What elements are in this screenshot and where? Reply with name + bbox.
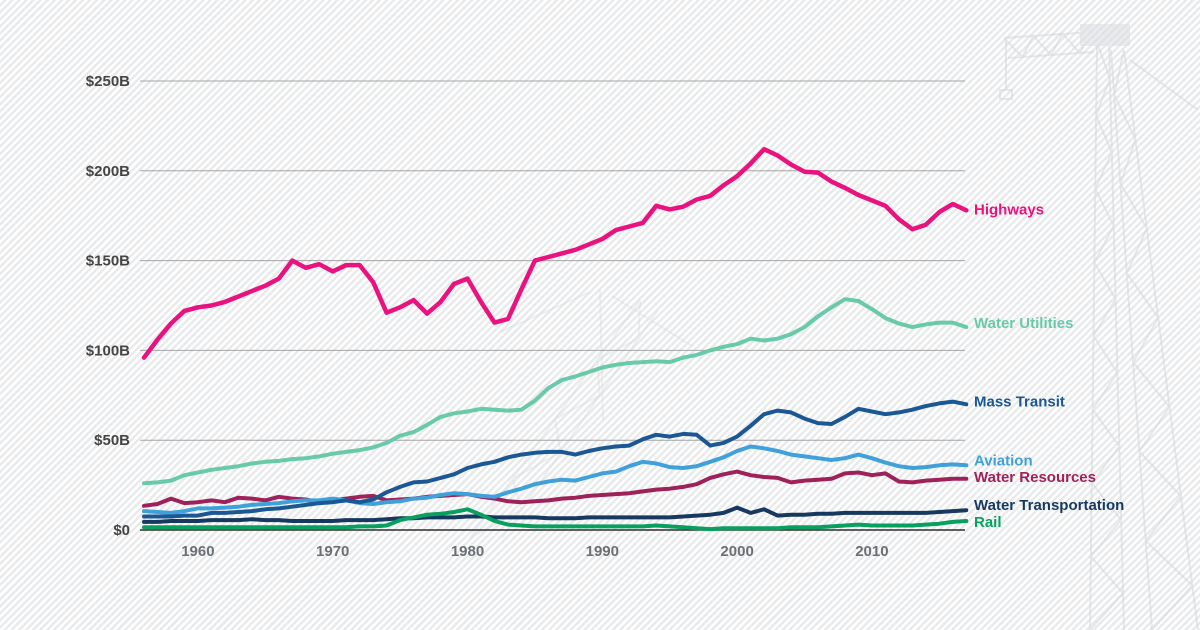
construction-crane-background-icon: [469, 289, 693, 539]
y-axis-tick-label: $250B: [86, 73, 130, 90]
y-axis-tick-label: $0: [113, 522, 130, 539]
line-water-resources: [142, 469, 969, 508]
line-water-transportation: [142, 505, 969, 524]
x-axis-tick-label: 1970: [316, 543, 349, 560]
line-mass-transit: [142, 399, 969, 519]
x-axis-tick-label: 2010: [855, 543, 888, 560]
x-axis-tick-label: 1990: [586, 543, 619, 560]
x-axis-tick-label: 1960: [181, 543, 214, 560]
series-label-water-transportation: Water Transportation: [974, 497, 1124, 514]
series-label-water-utilities: Water Utilities: [974, 315, 1073, 332]
y-axis-tick-label: $150B: [86, 253, 130, 270]
series-label-water-resources: Water Resources: [974, 469, 1096, 486]
line-aviation: [142, 444, 969, 515]
gridlines: [140, 80, 965, 531]
line-rail: [142, 507, 969, 532]
series-label-mass-transit: Mass Transit: [974, 393, 1065, 410]
data-lines: [141, 146, 969, 532]
axis-and-series-labels: $250B $200B $150B $100B $50B $0 1960 1970 1980 19…: [86, 73, 1125, 560]
construction-crane-icon: [999, 24, 1199, 630]
y-axis-tick-label: $200B: [86, 163, 130, 180]
line-water-utilities: [142, 297, 969, 486]
y-axis-tick-label: $50B: [94, 432, 130, 449]
series-label-rail: Rail: [974, 514, 1002, 531]
series-label-aviation: Aviation: [974, 452, 1033, 469]
y-axis-tick-label: $100B: [86, 342, 130, 359]
x-axis-tick-label: 1980: [451, 543, 484, 560]
x-axis-tick-label: 2000: [720, 543, 753, 560]
series-label-highways: Highways: [974, 201, 1044, 218]
line-highways: [141, 146, 969, 360]
